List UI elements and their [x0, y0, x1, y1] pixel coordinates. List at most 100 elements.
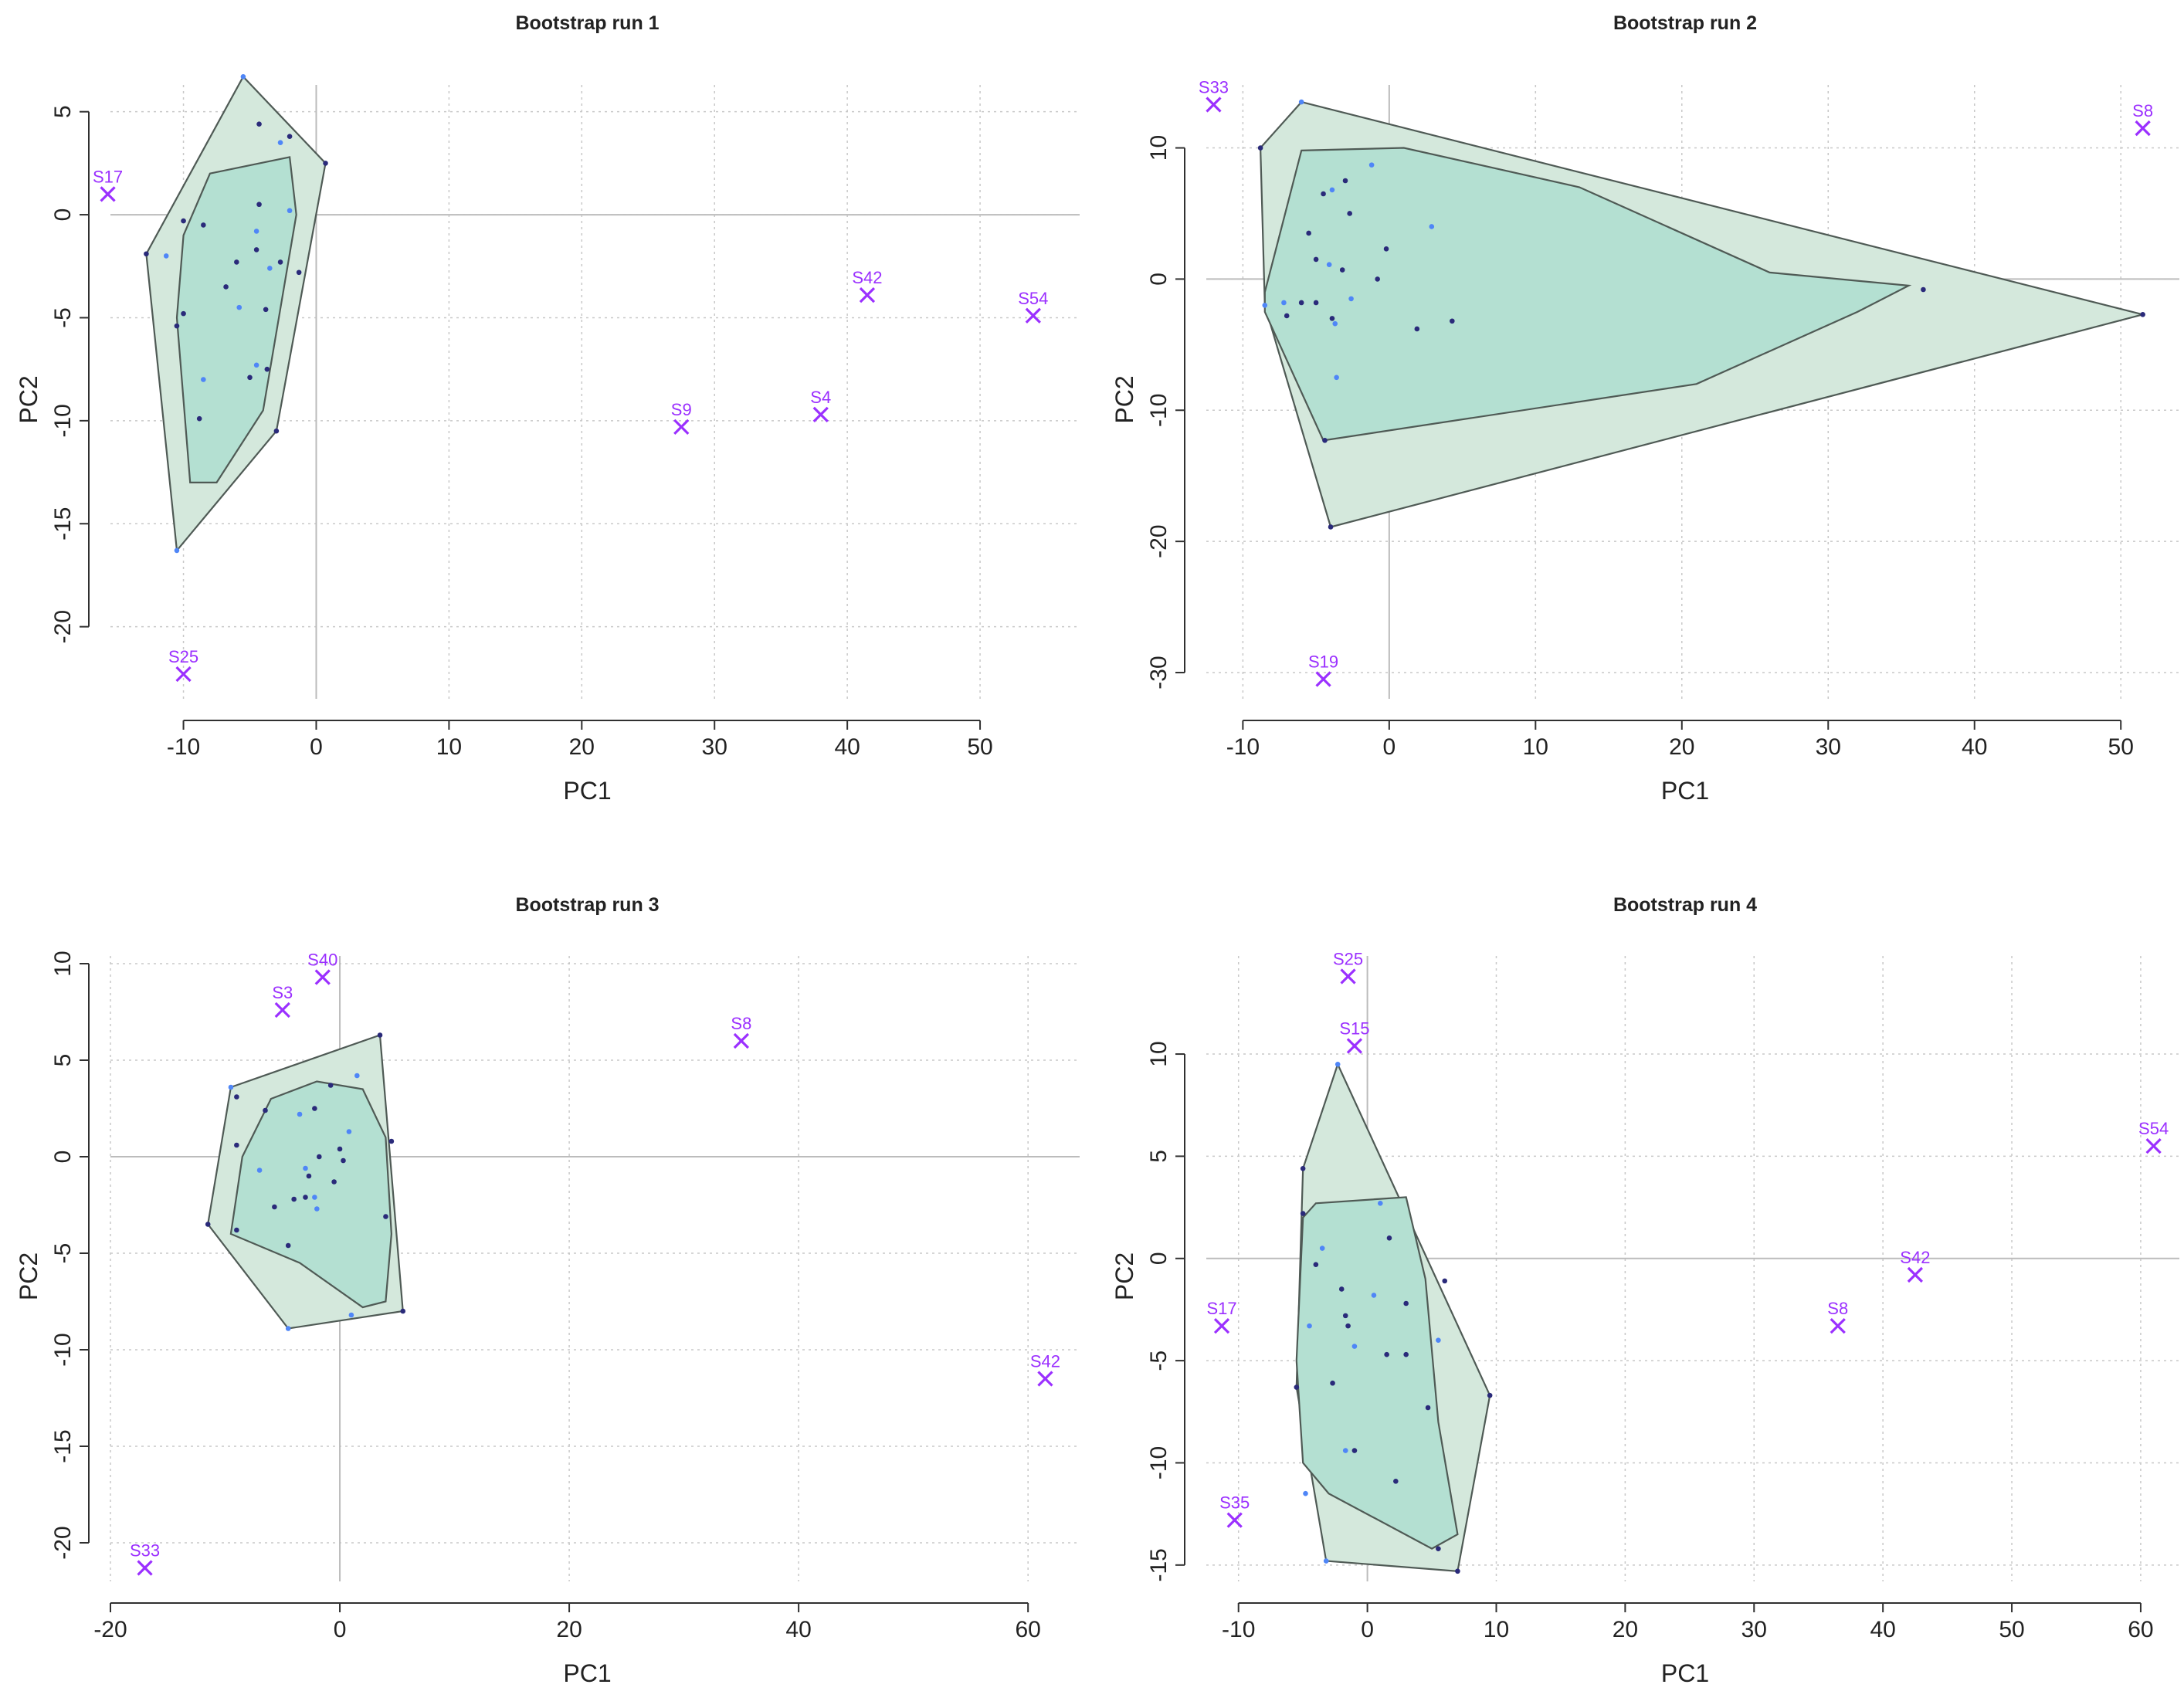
outlier-s8: S8 — [2132, 101, 2153, 137]
data-point — [287, 208, 293, 214]
data-point — [1339, 267, 1345, 273]
outlier-label: S42 — [1030, 1352, 1060, 1371]
outlier-marker — [1315, 671, 1331, 687]
x-tick-label: 40 — [1870, 1617, 1895, 1642]
y-tick-label: -15 — [1146, 1548, 1172, 1581]
outlier-label: S42 — [1900, 1248, 1930, 1267]
y-tick-label: -20 — [1146, 524, 1172, 558]
data-point — [247, 375, 253, 381]
data-point — [263, 307, 269, 313]
outlier-s4: S4 — [810, 388, 831, 422]
data-point — [1414, 326, 1420, 332]
data-point — [1334, 375, 1339, 381]
data-point — [1294, 1384, 1300, 1390]
x-tick-label: 0 — [1382, 734, 1396, 760]
x-tick-label: 40 — [834, 734, 860, 760]
outlier-s25: S25 — [168, 647, 198, 683]
data-point — [317, 1154, 322, 1160]
data-point — [1328, 524, 1334, 530]
data-point — [337, 1146, 343, 1152]
outlier-marker — [673, 419, 690, 435]
x-tick-label: 40 — [1962, 734, 1987, 760]
data-point — [223, 284, 229, 290]
data-point — [1347, 211, 1352, 216]
data-point — [228, 1084, 234, 1090]
y-tick-label: -10 — [1146, 1446, 1172, 1479]
data-point — [1393, 1478, 1399, 1484]
data-point — [285, 1242, 291, 1249]
outlier-label: S33 — [130, 1541, 160, 1561]
data-point — [272, 1204, 277, 1210]
data-point — [1368, 162, 1375, 168]
data-point — [1322, 438, 1328, 443]
data-point — [1313, 1262, 1319, 1268]
y-tick-label: -10 — [50, 404, 76, 437]
y-tick-label: 0 — [50, 208, 76, 222]
data-point — [1257, 145, 1263, 151]
data-point — [388, 1138, 395, 1144]
outlier-marker — [2135, 120, 2151, 137]
data-point — [1345, 1323, 1351, 1329]
data-point — [296, 269, 302, 276]
outlier-marker — [812, 406, 829, 422]
x-tick-label: 0 — [310, 734, 323, 760]
outlier-s17: S17 — [93, 167, 123, 202]
outlier-label: S42 — [852, 268, 882, 287]
chart-title: Bootstrap run 3 — [515, 894, 659, 916]
data-point — [236, 304, 242, 310]
y-tick-label: 5 — [50, 1054, 76, 1067]
outlier-marker — [1907, 1266, 1924, 1283]
data-point — [1351, 1344, 1358, 1349]
outlier-s8: S8 — [731, 1014, 751, 1049]
outlier-label: S25 — [168, 647, 198, 666]
data-point — [163, 253, 169, 259]
data-point — [314, 1206, 320, 1212]
data-point — [1281, 300, 1287, 306]
y-axis-title: PC2 — [15, 1252, 42, 1300]
outlier-marker — [1213, 1317, 1230, 1334]
data-point — [1348, 296, 1354, 302]
data-point — [267, 266, 273, 271]
y-tick-label: 0 — [1146, 273, 1172, 286]
data-point — [1323, 1558, 1329, 1564]
chart-panel-3: Bootstrap run 3 S40 S3 S8 S42 S33 -20 0 20 40 60 -2… — [15, 894, 1080, 1687]
outlier-s54: S54 — [1018, 289, 1048, 324]
outlier-label: S8 — [1827, 1299, 1848, 1318]
data-point — [201, 377, 206, 382]
data-point — [1313, 256, 1319, 263]
outlier-marker — [2145, 1138, 2162, 1154]
data-point — [253, 362, 259, 368]
data-point — [181, 218, 186, 224]
y-axis-title: PC2 — [1111, 1252, 1138, 1300]
outlier-label: S33 — [1199, 77, 1229, 97]
outlier-s35: S35 — [1219, 1493, 1250, 1528]
data-point — [234, 1227, 239, 1233]
outlier-marker — [175, 666, 192, 683]
data-point — [1442, 1278, 1448, 1284]
data-point — [1371, 1293, 1377, 1298]
y-tick-label: 5 — [50, 105, 76, 118]
chart-panel-1: Bootstrap run 1 S17 S25 S9 S4 S42 S54 -10 0 10 20 3… — [15, 12, 1080, 805]
chart-panel-2: Bootstrap run 2 S33 S8 S19 -10 0 10 20 30 40 50 -30… — [1111, 12, 2179, 805]
chart-title: Bootstrap run 2 — [1613, 12, 1757, 34]
outlier-s42: S42 — [852, 268, 883, 303]
x-axis-title: PC1 — [563, 1659, 611, 1687]
outlier-marker — [100, 186, 116, 202]
y-tick-label: -5 — [50, 307, 76, 328]
outlier-label: S8 — [2132, 101, 2153, 120]
outlier-s15: S15 — [1339, 1018, 1369, 1054]
outlier-label: S40 — [307, 951, 337, 970]
x-tick-label: 50 — [967, 734, 992, 760]
outlier-s3: S3 — [272, 983, 293, 1018]
data-point — [1334, 1061, 1341, 1067]
data-point — [1487, 1392, 1493, 1398]
data-point — [1455, 1568, 1460, 1574]
data-point — [312, 1106, 317, 1111]
outlier-label: S4 — [810, 388, 831, 407]
data-point — [1338, 1286, 1345, 1292]
data-point — [297, 1111, 303, 1117]
y-tick-label: -5 — [50, 1243, 76, 1264]
data-point — [1300, 1165, 1306, 1171]
y-tick-label: 10 — [1146, 135, 1172, 161]
outlier-marker — [733, 1032, 749, 1049]
